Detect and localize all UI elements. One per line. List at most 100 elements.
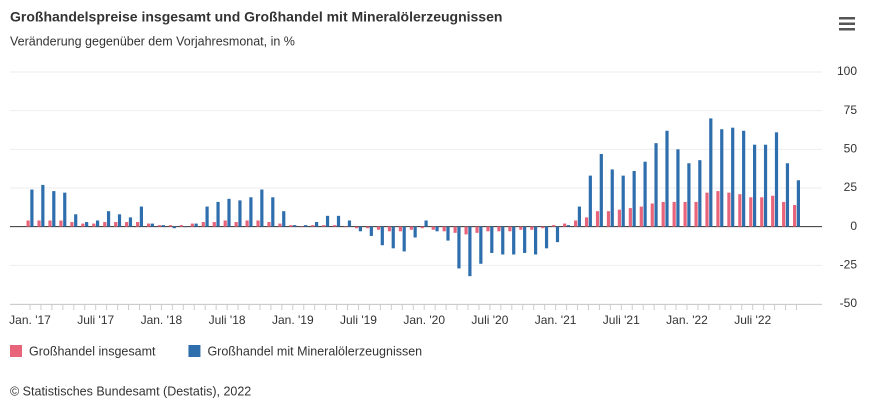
bar [355, 226, 359, 229]
bar [52, 191, 56, 227]
bar [763, 144, 768, 227]
y-tick-label: 50 [844, 142, 858, 156]
x-tick-label: Jan. '19 [272, 313, 314, 327]
bar [136, 222, 140, 227]
bar [632, 170, 636, 227]
bar [260, 189, 264, 227]
bar [63, 192, 67, 227]
legend-swatch [188, 345, 201, 357]
bar [289, 225, 293, 227]
x-tick-label: Jan. '18 [141, 313, 183, 327]
bar [534, 226, 538, 255]
x-tick-label: Juli '18 [209, 313, 246, 327]
bar [486, 226, 490, 232]
bar [282, 211, 286, 227]
bar [442, 226, 446, 232]
bar [238, 200, 242, 227]
x-tick-label: Jan. '20 [403, 313, 445, 327]
menu-bar[interactable] [839, 28, 855, 31]
bar [661, 201, 665, 227]
bar [424, 220, 428, 227]
bar [563, 223, 567, 227]
menu-bar[interactable] [839, 17, 855, 20]
y-tick-label: -25 [840, 258, 858, 272]
x-tick-label: Juli '22 [734, 313, 771, 327]
bar [595, 211, 600, 227]
bar [643, 161, 647, 227]
bar [223, 220, 227, 227]
bar [541, 226, 545, 229]
x-tick-label: Jan. '21 [535, 313, 577, 327]
bar [796, 180, 800, 227]
bar [446, 226, 450, 241]
bar [672, 201, 676, 227]
bar [41, 184, 45, 227]
bar [501, 226, 505, 255]
bar [114, 222, 118, 227]
bar [245, 220, 249, 227]
source: © Statistisches Bundesamt (Destatis), 20… [10, 384, 251, 398]
bar [566, 225, 571, 227]
bar [716, 191, 720, 227]
bar [577, 206, 581, 227]
bar [201, 222, 205, 227]
bar [117, 214, 122, 227]
bar [552, 225, 556, 227]
bar [639, 206, 643, 227]
bar [205, 206, 209, 227]
bar [457, 226, 461, 269]
bar [574, 220, 578, 227]
bar [431, 226, 435, 230]
bar [358, 226, 362, 232]
bar [475, 226, 479, 233]
bar [387, 226, 392, 232]
y-tick-label: 25 [844, 180, 858, 194]
y-tick-label: -50 [840, 296, 858, 310]
bar [183, 226, 187, 228]
bar [530, 226, 534, 230]
bar [588, 175, 592, 227]
legend-label: Großhandel insgesamt [29, 344, 156, 358]
bar [698, 160, 702, 227]
bar [720, 129, 724, 227]
bar [125, 222, 129, 227]
bar [409, 226, 413, 230]
bar [464, 226, 468, 235]
y-tick-label: 75 [844, 103, 858, 117]
bar [150, 223, 154, 227]
bar [139, 206, 143, 227]
bar [555, 226, 560, 243]
bar [70, 222, 74, 227]
bar [161, 225, 165, 227]
bar [727, 192, 731, 227]
bar [344, 226, 348, 228]
bar [497, 226, 501, 232]
bar [26, 220, 30, 227]
bar [709, 118, 713, 227]
bar [300, 226, 304, 228]
bar [599, 153, 603, 227]
bar [479, 226, 483, 264]
bar [544, 226, 549, 249]
chart-subtitle: Veränderung gegenüber dem Vorjahresmonat… [10, 34, 295, 48]
bar [59, 220, 63, 227]
bar [190, 223, 194, 227]
bar [315, 222, 319, 227]
bar [48, 220, 52, 227]
bar [30, 189, 34, 227]
x-tick-label: Jan. '17 [9, 313, 51, 327]
bar [793, 205, 797, 227]
menu-icon[interactable] [839, 17, 855, 31]
bar [731, 127, 735, 227]
bar [683, 201, 687, 227]
bar [512, 226, 516, 255]
bar [687, 163, 691, 227]
bar [738, 194, 742, 227]
bar [227, 198, 231, 227]
bar [325, 215, 330, 227]
bar [304, 225, 308, 227]
menu-bar[interactable] [839, 22, 855, 26]
bar [380, 226, 384, 246]
